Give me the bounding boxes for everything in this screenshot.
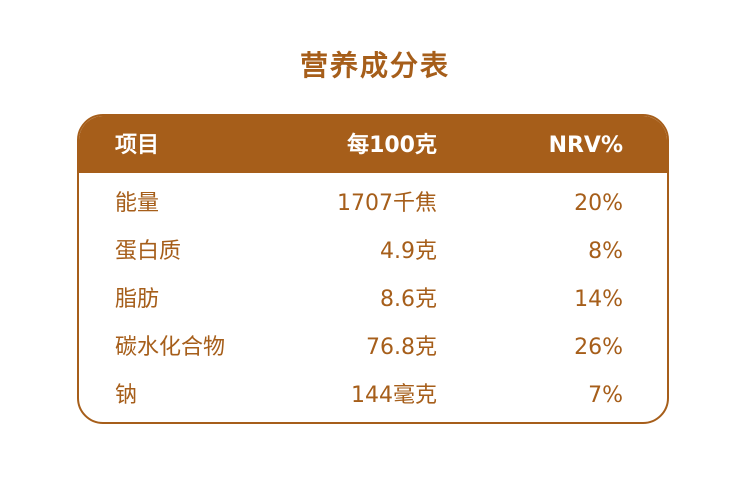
header-row: 项目 每100克 NRV% bbox=[79, 126, 667, 166]
row-nrv: 14% bbox=[574, 280, 623, 320]
row-item: 蛋白质 bbox=[115, 232, 181, 272]
row-per-100g: 4.9克 bbox=[380, 232, 437, 272]
table-row: 蛋白质 4.9克 8% bbox=[79, 232, 667, 272]
header-per-100g: 每100克 bbox=[347, 126, 437, 166]
table-row: 能量 1707千焦 20% bbox=[79, 184, 667, 224]
row-item: 脂肪 bbox=[115, 280, 159, 320]
row-nrv: 8% bbox=[588, 232, 623, 272]
header-item: 项目 bbox=[115, 126, 159, 166]
page-title: 营养成分表 bbox=[0, 44, 750, 84]
row-nrv: 26% bbox=[574, 328, 623, 368]
row-item: 能量 bbox=[115, 184, 159, 224]
nutrition-table: 项目 每100克 NRV% 能量 1707千焦 20% 蛋白质 4.9克 8% … bbox=[77, 114, 669, 424]
row-per-100g: 8.6克 bbox=[380, 280, 437, 320]
row-per-100g: 1707千焦 bbox=[337, 184, 437, 224]
row-nrv: 7% bbox=[588, 376, 623, 416]
row-item: 钠 bbox=[115, 376, 137, 416]
header-nrv: NRV% bbox=[549, 126, 623, 166]
row-nrv: 20% bbox=[574, 184, 623, 224]
row-per-100g: 144毫克 bbox=[351, 376, 437, 416]
table-row: 碳水化合物 76.8克 26% bbox=[79, 328, 667, 368]
table-header: 项目 每100克 NRV% bbox=[79, 116, 667, 173]
row-item: 碳水化合物 bbox=[115, 328, 225, 368]
row-per-100g: 76.8克 bbox=[366, 328, 437, 368]
table-row: 脂肪 8.6克 14% bbox=[79, 280, 667, 320]
table-row: 钠 144毫克 7% bbox=[79, 376, 667, 416]
